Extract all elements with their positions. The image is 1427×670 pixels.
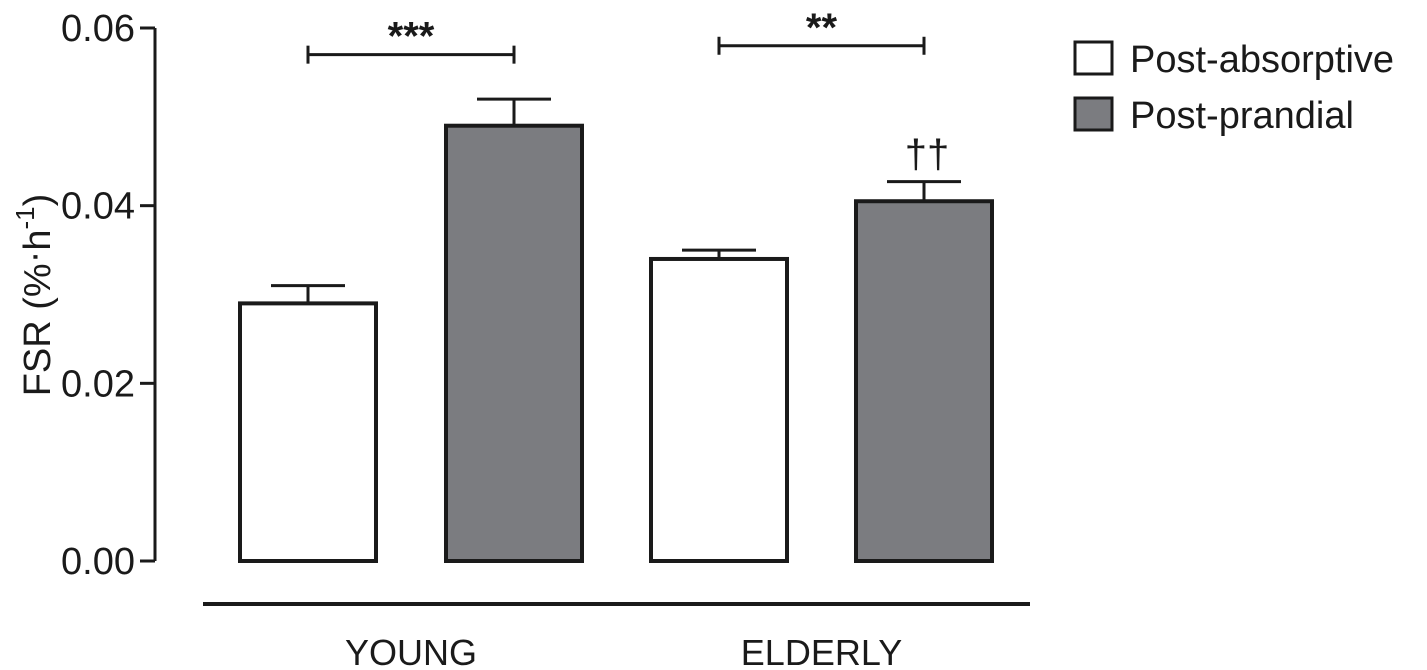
category-labels: YOUNG ELDERLY	[345, 632, 902, 670]
category-label: YOUNG	[345, 632, 477, 670]
y-axis-title: FSR (%·h-1)	[10, 194, 59, 397]
legend-swatch	[1073, 96, 1114, 132]
legend-label: Post-prandial	[1130, 95, 1354, 137]
bar	[238, 301, 378, 563]
y-tick-label: 0.04	[61, 186, 135, 228]
category-label: ELDERLY	[741, 632, 902, 670]
legend-label: Post-absorptive	[1130, 39, 1394, 81]
y-axis-title-dot: ·	[13, 251, 55, 264]
significance-brackets: *** **††	[306, 6, 950, 177]
y-axis-title-close: )	[17, 194, 59, 207]
bar	[444, 123, 584, 563]
significance-label: ***	[388, 15, 435, 59]
y-axis-title-exponent: -1	[10, 206, 40, 229]
bar	[649, 256, 789, 563]
significance-label: **	[806, 6, 838, 50]
legend: Post-absorptive Post-prandial	[1073, 39, 1394, 137]
bar	[854, 199, 994, 563]
y-ticks: 0.00 0.02 0.04 0.06	[61, 8, 155, 583]
y-axis-title-unit: h	[17, 229, 59, 250]
y-tick-label: 0.02	[61, 363, 135, 405]
y-axis: 0.00 0.02 0.04 0.06 FSR (%·h-1)	[10, 8, 157, 583]
y-axis-title-main: FSR (%	[17, 263, 59, 396]
legend-swatch	[1073, 40, 1114, 76]
y-tick-label: 0.06	[61, 8, 135, 50]
y-tick-label: 0.00	[61, 541, 135, 583]
annotation-label: ††	[905, 133, 950, 177]
bars	[238, 97, 994, 563]
